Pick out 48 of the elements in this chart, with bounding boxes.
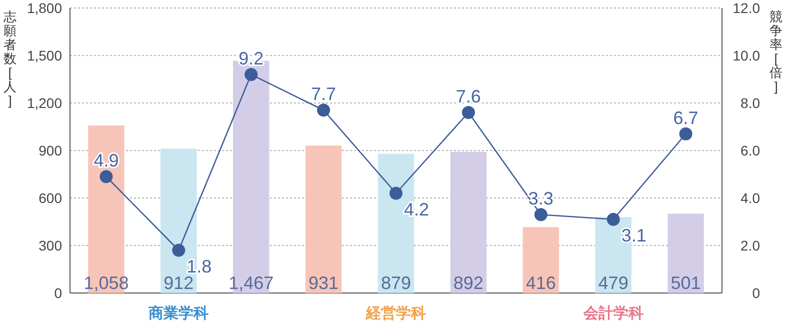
- y-tick-label: 600: [38, 190, 62, 206]
- data-label: 931: [308, 273, 339, 293]
- data-label: 416: [526, 273, 556, 293]
- y2-tick-label: 0: [752, 285, 760, 301]
- point: [534, 208, 548, 222]
- y-tick-label: 300: [38, 238, 62, 254]
- y-tick-label: 1,800: [26, 0, 62, 16]
- bar: [522, 227, 559, 293]
- bar: [668, 214, 704, 293]
- bar: [450, 152, 487, 293]
- data-label: 501: [670, 273, 701, 293]
- y-tick-label: 900: [38, 142, 62, 158]
- y2-axis-title: 競争率[倍]: [770, 9, 782, 94]
- y-tick-label: 1,200: [26, 95, 62, 111]
- y2-tick-label: 6.0: [740, 142, 760, 158]
- y2-tick-label: 4.0: [740, 190, 760, 206]
- y-axis-title: 志願者数[人]: [4, 9, 16, 108]
- data-label: 1,467: [228, 273, 274, 293]
- y2-tick-label: 8.0: [740, 95, 760, 111]
- data-label: 9.2: [238, 48, 264, 68]
- data-label: 3.3: [528, 188, 554, 209]
- data-label: 892: [453, 273, 484, 293]
- bar: [305, 146, 342, 293]
- x-tick-label: 経営学科: [365, 305, 426, 322]
- point: [100, 170, 113, 184]
- y2-tick-label: 10.0: [732, 48, 760, 64]
- y-tick-label: 1,500: [26, 48, 62, 64]
- data-label: 1,058: [84, 273, 129, 293]
- point: [244, 68, 258, 81]
- x-tick-label: 会計学科: [582, 305, 644, 322]
- point: [317, 104, 330, 117]
- point: [462, 106, 475, 119]
- data-label: 879: [380, 273, 412, 293]
- y2-tick-label: 2.0: [740, 238, 760, 254]
- data-label: 4.9: [94, 150, 119, 171]
- data-label: 4.2: [404, 199, 430, 220]
- data-label: 7.7: [311, 84, 336, 104]
- data-label: 6.7: [673, 108, 698, 128]
- data-label: 3.1: [621, 225, 646, 246]
- y-tick-label: 0: [54, 285, 62, 301]
- point: [390, 186, 402, 200]
- x-tick-label: 商業学科: [148, 304, 209, 322]
- y2-tick-label: 12.0: [732, 0, 760, 16]
- point: [172, 244, 186, 257]
- data-label: 479: [598, 273, 628, 293]
- data-label: 7.6: [456, 86, 481, 106]
- point: [679, 127, 692, 140]
- point: [606, 212, 620, 226]
